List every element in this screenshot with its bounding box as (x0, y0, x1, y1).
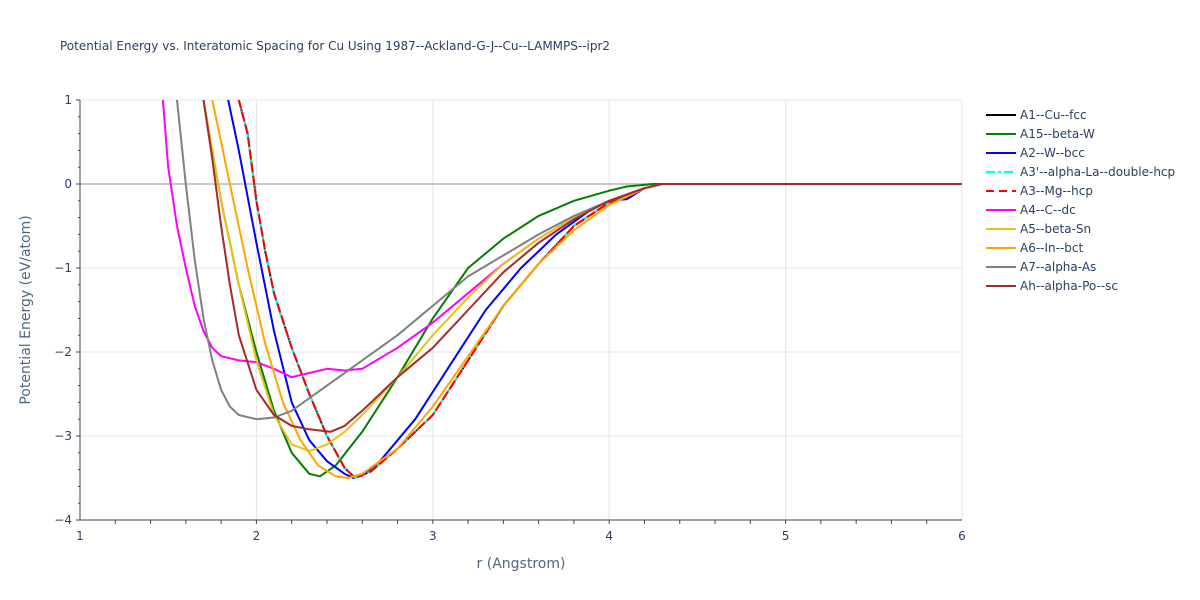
series-line-1 (202, 100, 962, 478)
legend-item[interactable]: A3--Mg--hcp (986, 184, 1093, 198)
legend-label: A2--W--bcc (1020, 146, 1085, 160)
series-line-2 (227, 100, 962, 479)
legend-label: A3'--alpha-La--double-hcp (1020, 165, 1175, 179)
legend-item[interactable]: A3'--alpha-La--double-hcp (986, 165, 1175, 179)
x-axis-title: r (Angstrom) (477, 556, 566, 572)
legend-label: A3--Mg--hcp (1020, 184, 1093, 198)
y-tick-label: −4 (54, 513, 72, 527)
series-line-6 (202, 100, 962, 453)
legend-item[interactable]: A15--beta-W (986, 127, 1095, 141)
y-axis-title: Potential Energy (eV/atom) (18, 215, 34, 404)
legend-label: Ah--alpha-Po--sc (1020, 279, 1118, 293)
legend-item[interactable]: A2--W--bcc (986, 146, 1085, 160)
legend-label: A4--C--dc (1020, 203, 1076, 217)
x-tick-label: 1 (76, 529, 84, 543)
series-line-0 (237, 100, 962, 479)
legend-item[interactable]: A6--In--bct (986, 241, 1084, 255)
y-tick-label: −2 (54, 345, 72, 359)
legend-item[interactable]: A7--alpha-As (986, 260, 1096, 274)
x-tick-label: 5 (782, 529, 790, 543)
legend-item[interactable]: A4--C--dc (986, 203, 1076, 217)
legend[interactable]: A1--Cu--fcc A15--beta-W A2--W--bcc A3'--alp… (986, 108, 1175, 293)
series-lines (161, 100, 962, 479)
series-line-7 (211, 100, 962, 479)
y-tick-label: −1 (54, 261, 72, 275)
legend-item[interactable]: A1--Cu--fcc (986, 108, 1087, 122)
series-line-9 (202, 100, 962, 433)
x-tick-label: 2 (253, 529, 261, 543)
x-tick-label: 4 (605, 529, 613, 543)
x-tick-label: 6 (958, 529, 966, 543)
x-tick-label: 3 (429, 529, 437, 543)
legend-label: A7--alpha-As (1020, 260, 1096, 274)
legend-label: A6--In--bct (1020, 241, 1084, 255)
axes: 1 2 3 4 5 6 1 0 −1 −2 −3 −4 (54, 93, 966, 543)
chart-title: Potential Energy vs. Interatomic Spacing… (60, 39, 610, 53)
y-tick-label: 1 (64, 93, 72, 107)
y-tick-label: 0 (64, 177, 72, 191)
y-tick-label: −3 (54, 429, 72, 443)
series-line-3 (237, 100, 962, 479)
legend-item[interactable]: A5--beta-Sn (986, 222, 1091, 236)
legend-label: A5--beta-Sn (1020, 222, 1091, 236)
series-line-4 (237, 100, 962, 479)
legend-label: A15--beta-W (1020, 127, 1095, 141)
legend-item[interactable]: Ah--alpha-Po--sc (986, 279, 1118, 293)
series-line-8 (176, 100, 962, 421)
legend-label: A1--Cu--fcc (1020, 108, 1087, 122)
